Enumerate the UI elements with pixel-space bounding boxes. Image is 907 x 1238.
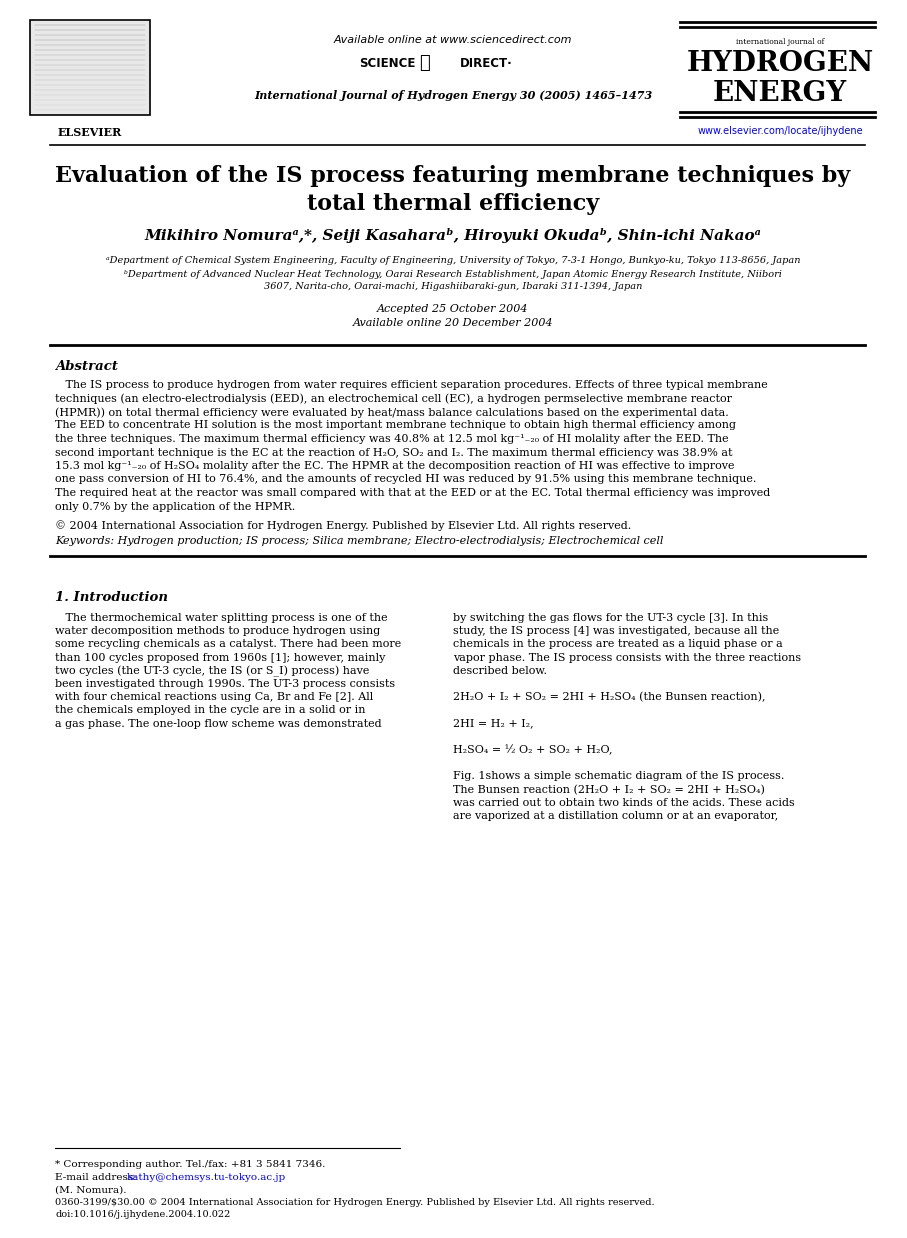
FancyBboxPatch shape bbox=[30, 20, 150, 115]
Text: Fig. 1shows a simple schematic diagram of the IS process.: Fig. 1shows a simple schematic diagram o… bbox=[453, 771, 785, 781]
Text: the three techniques. The maximum thermal efficiency was 40.8% at 12.5 mol kg⁻¹₋: the three techniques. The maximum therma… bbox=[55, 435, 728, 444]
Text: chemicals in the process are treated as a liquid phase or a: chemicals in the process are treated as … bbox=[453, 639, 783, 650]
Text: ⓓ: ⓓ bbox=[420, 54, 431, 72]
Text: kathy@chemsys.tu-tokyo.ac.jp: kathy@chemsys.tu-tokyo.ac.jp bbox=[127, 1172, 287, 1182]
Text: www.elsevier.com/locate/ijhydene: www.elsevier.com/locate/ijhydene bbox=[697, 126, 863, 136]
Text: one pass conversion of HI to 76.4%, and the amounts of recycled HI was reduced b: one pass conversion of HI to 76.4%, and … bbox=[55, 474, 756, 484]
Text: 0360-3199/$30.00 © 2004 International Association for Hydrogen Energy. Published: 0360-3199/$30.00 © 2004 International As… bbox=[55, 1198, 655, 1207]
Text: ᵇDepartment of Advanced Nuclear Heat Technology, Oarai Research Establishment, J: ᵇDepartment of Advanced Nuclear Heat Tec… bbox=[124, 270, 782, 279]
Text: vapor phase. The IS process consists with the three reactions: vapor phase. The IS process consists wit… bbox=[453, 652, 801, 662]
Text: described below.: described below. bbox=[453, 666, 547, 676]
Text: 15.3 mol kg⁻¹₋₂₀ of H₂SO₄ molality after the EC. The HPMR at the decomposition r: 15.3 mol kg⁻¹₋₂₀ of H₂SO₄ molality after… bbox=[55, 461, 735, 470]
Text: ENERGY: ENERGY bbox=[713, 80, 847, 106]
Text: 2HI = H₂ + I₂,: 2HI = H₂ + I₂, bbox=[453, 718, 533, 729]
Text: SCIENCE: SCIENCE bbox=[358, 57, 415, 71]
Text: H₂SO₄ = ½ O₂ + SO₂ + H₂O,: H₂SO₄ = ½ O₂ + SO₂ + H₂O, bbox=[453, 745, 612, 755]
Text: been investigated through 1990s. The UT-3 process consists: been investigated through 1990s. The UT-… bbox=[55, 678, 395, 690]
Text: (M. Nomura).: (M. Nomura). bbox=[55, 1186, 126, 1195]
Text: with four chemical reactions using Ca, Br and Fe [2]. All: with four chemical reactions using Ca, B… bbox=[55, 692, 374, 702]
Text: Available online 20 December 2004: Available online 20 December 2004 bbox=[353, 318, 553, 328]
Text: The Bunsen reaction (2H₂O + I₂ + SO₂ = 2HI + H₂SO₄): The Bunsen reaction (2H₂O + I₂ + SO₂ = 2… bbox=[453, 785, 765, 795]
Text: ELSEVIER: ELSEVIER bbox=[58, 128, 122, 137]
Text: Accepted 25 October 2004: Accepted 25 October 2004 bbox=[377, 305, 529, 314]
Text: second important technique is the EC at the reaction of H₂O, SO₂ and I₂. The max: second important technique is the EC at … bbox=[55, 447, 733, 458]
Text: are vaporized at a distillation column or at an evaporator,: are vaporized at a distillation column o… bbox=[453, 811, 778, 821]
Text: ᵃDepartment of Chemical System Engineering, Faculty of Engineering, University o: ᵃDepartment of Chemical System Engineeri… bbox=[106, 256, 800, 265]
Text: (HPMR)) on total thermal efficiency were evaluated by heat/mass balance calculat: (HPMR)) on total thermal efficiency were… bbox=[55, 407, 728, 417]
Text: The IS process to produce hydrogen from water requires efficient separation proc: The IS process to produce hydrogen from … bbox=[55, 380, 767, 390]
Text: Abstract: Abstract bbox=[55, 360, 118, 373]
Text: the chemicals employed in the cycle are in a solid or in: the chemicals employed in the cycle are … bbox=[55, 706, 366, 716]
Text: DIRECT·: DIRECT· bbox=[460, 57, 512, 71]
Text: © 2004 International Association for Hydrogen Energy. Published by Elsevier Ltd.: © 2004 International Association for Hyd… bbox=[55, 520, 631, 531]
Text: E-mail address:: E-mail address: bbox=[55, 1172, 140, 1182]
Text: water decomposition methods to produce hydrogen using: water decomposition methods to produce h… bbox=[55, 626, 380, 636]
Text: than 100 cycles proposed from 1960s [1]; however, mainly: than 100 cycles proposed from 1960s [1];… bbox=[55, 652, 385, 662]
Text: a gas phase. The one-loop flow scheme was demonstrated: a gas phase. The one-loop flow scheme wa… bbox=[55, 718, 382, 729]
Text: * Corresponding author. Tel./fax: +81 3 5841 7346.: * Corresponding author. Tel./fax: +81 3 … bbox=[55, 1160, 326, 1169]
Text: The EED to concentrate HI solution is the most important membrane technique to o: The EED to concentrate HI solution is th… bbox=[55, 421, 736, 431]
Text: was carried out to obtain two kinds of the acids. These acids: was carried out to obtain two kinds of t… bbox=[453, 797, 795, 808]
Text: 2H₂O + I₂ + SO₂ = 2HI + H₂SO₄ (the Bunsen reaction),: 2H₂O + I₂ + SO₂ = 2HI + H₂SO₄ (the Bunse… bbox=[453, 692, 766, 702]
Text: international journal of: international journal of bbox=[736, 38, 824, 46]
Text: 3607, Narita-cho, Oarai-machi, Higashiibaraki-gun, Ibaraki 311-1394, Japan: 3607, Narita-cho, Oarai-machi, Higashiib… bbox=[264, 282, 642, 291]
Text: total thermal efficiency: total thermal efficiency bbox=[307, 193, 600, 215]
Text: only 0.7% by the application of the HPMR.: only 0.7% by the application of the HPMR… bbox=[55, 501, 296, 511]
Text: Keywords: Hydrogen production; IS process; Silica membrane; Electro-electrodialy: Keywords: Hydrogen production; IS proces… bbox=[55, 536, 663, 546]
Text: doi:10.1016/j.ijhydene.2004.10.022: doi:10.1016/j.ijhydene.2004.10.022 bbox=[55, 1210, 230, 1219]
Text: The required heat at the reactor was small compared with that at the EED or at t: The required heat at the reactor was sma… bbox=[55, 488, 770, 498]
Text: International Journal of Hydrogen Energy 30 (2005) 1465–1473: International Journal of Hydrogen Energy… bbox=[254, 90, 652, 102]
Text: Mikihiro Nomuraᵃ,*, Seiji Kasaharaᵇ, Hiroyuki Okudaᵇ, Shin-ichi Nakaoᵃ: Mikihiro Nomuraᵃ,*, Seiji Kasaharaᵇ, Hir… bbox=[144, 228, 762, 243]
Text: study, the IS process [4] was investigated, because all the: study, the IS process [4] was investigat… bbox=[453, 626, 779, 636]
Text: HYDROGEN: HYDROGEN bbox=[687, 50, 873, 77]
Text: The thermochemical water splitting process is one of the: The thermochemical water splitting proce… bbox=[55, 613, 387, 623]
Text: techniques (an electro-electrodialysis (EED), an electrochemical cell (EC), a hy: techniques (an electro-electrodialysis (… bbox=[55, 394, 732, 404]
Text: Evaluation of the IS process featuring membrane techniques by: Evaluation of the IS process featuring m… bbox=[55, 165, 851, 187]
Text: by switching the gas flows for the UT-3 cycle [3]. In this: by switching the gas flows for the UT-3 … bbox=[453, 613, 768, 623]
Text: some recycling chemicals as a catalyst. There had been more: some recycling chemicals as a catalyst. … bbox=[55, 639, 401, 650]
Text: two cycles (the UT-3 cycle, the IS (or S_I) process) have: two cycles (the UT-3 cycle, the IS (or S… bbox=[55, 666, 369, 677]
Text: Available online at www.sciencedirect.com: Available online at www.sciencedirect.co… bbox=[334, 35, 572, 45]
Text: 1. Introduction: 1. Introduction bbox=[55, 591, 168, 604]
